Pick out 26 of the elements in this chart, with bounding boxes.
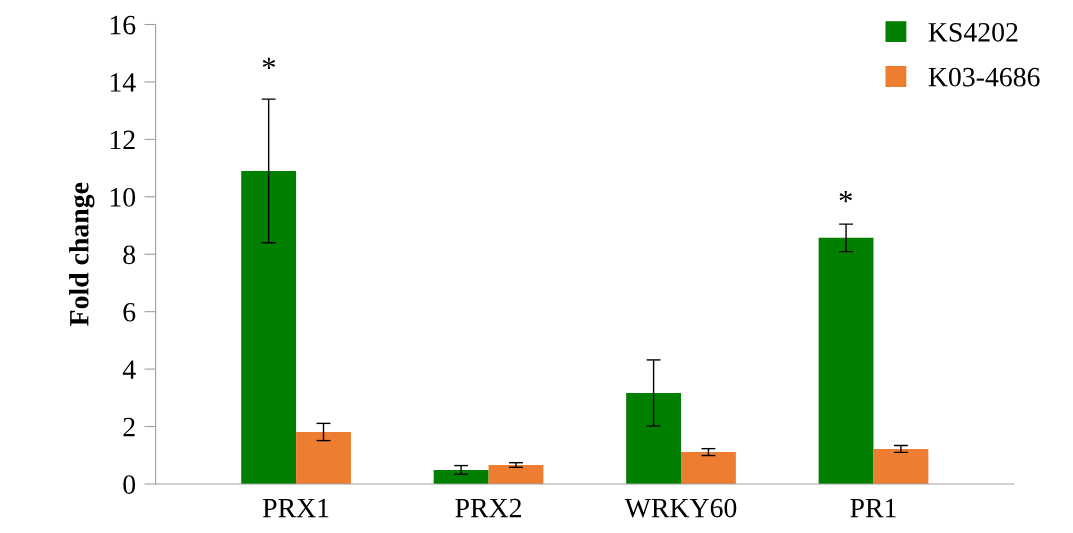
bar bbox=[296, 431, 351, 484]
y-tick-label: 0 bbox=[123, 475, 136, 494]
y-tick-label: 10 bbox=[110, 187, 136, 207]
x-tick-label: PRX2 bbox=[455, 498, 521, 518]
legend-label: KS4202 bbox=[928, 22, 1018, 42]
y-tick-label: 16 bbox=[110, 15, 136, 35]
bar bbox=[626, 392, 682, 484]
y-tick-label: 4 bbox=[122, 360, 136, 379]
y-axis-title: Fold change bbox=[69, 182, 95, 326]
x-tick-label: WRKY60 bbox=[624, 498, 737, 518]
y-tick-label: 8 bbox=[123, 245, 136, 265]
y-tick-label: 2 bbox=[123, 417, 135, 437]
annotation: * bbox=[262, 57, 276, 70]
x-tick-label: PRX1 bbox=[262, 498, 329, 518]
y-tick-label: 14 bbox=[110, 73, 136, 92]
legend-label: K03-4686 bbox=[928, 67, 1040, 87]
bar bbox=[488, 465, 544, 484]
bar bbox=[433, 469, 489, 484]
annotation: * bbox=[839, 191, 852, 203]
bar bbox=[873, 448, 929, 484]
x-tick-label: PR1 bbox=[850, 498, 896, 518]
bar bbox=[241, 170, 297, 484]
y-tick-label: 6 bbox=[123, 302, 136, 322]
bar bbox=[681, 452, 736, 484]
y-tick-label: 12 bbox=[110, 130, 135, 150]
bar bbox=[818, 237, 874, 484]
